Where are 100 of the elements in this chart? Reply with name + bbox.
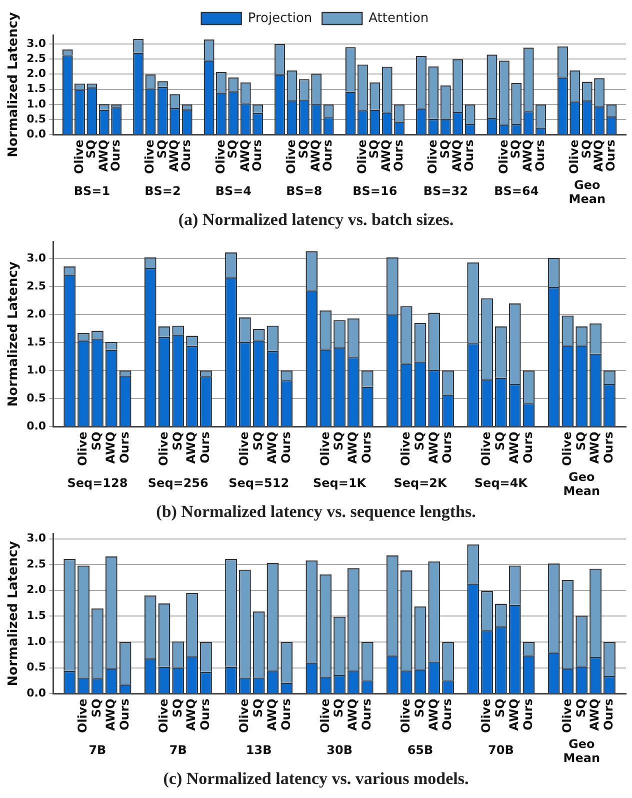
x-tick-label: AWQ — [520, 140, 535, 172]
x-tick-label: Ours — [602, 698, 616, 730]
y-tick-label: 2.5 — [26, 279, 46, 292]
x-tick-label: SQ — [579, 140, 594, 158]
x-tick-label: SQ — [296, 140, 310, 158]
text: Seq=128 — [67, 476, 128, 490]
x-tick-label: Olive — [560, 432, 574, 466]
text: Seq=2K — [394, 476, 448, 490]
legend-label: Attention — [368, 10, 429, 26]
y-tick-label: 1.5 — [26, 335, 46, 348]
text: 65B — [407, 743, 434, 758]
x-tick-label: AWQ — [96, 140, 110, 172]
x-tick-label: Olive — [496, 140, 510, 174]
text: (b) Normalized latency vs. sequence lengths. — [155, 502, 477, 523]
text: Geo Mean — [563, 470, 600, 498]
text: (c) Normalized latency vs. various models. — [162, 769, 470, 790]
x-tick-label: Ours — [198, 698, 212, 730]
x-tick-label: Olive — [479, 698, 494, 733]
text: BS=4 — [215, 184, 252, 198]
y-tick-label: 0.5 — [26, 112, 46, 126]
x-tick-label: SQ — [90, 432, 104, 450]
x-tick-label: Ours — [359, 698, 374, 730]
x-tick-label: SQ — [226, 140, 240, 158]
x-tick-label: Olive — [213, 140, 228, 174]
text: Seq=1K — [313, 476, 367, 490]
legend-label: Projection — [248, 10, 312, 26]
x-tick-label: Ours — [604, 140, 618, 172]
x-tick-label: Ours — [108, 140, 122, 172]
x-tick-label: SQ — [84, 140, 98, 158]
y-tick-label: 2.0 — [26, 583, 46, 596]
x-tick-label: Olive — [398, 432, 412, 466]
x-tick-label: AWQ — [426, 432, 440, 464]
y-tick-label: 1.0 — [26, 97, 46, 110]
x-tick-label: AWQ — [591, 140, 606, 172]
x-tick-label: SQ — [508, 140, 523, 158]
x-tick-label: AWQ — [184, 432, 198, 464]
text: 30B — [326, 743, 352, 758]
y-tick-label: 2.5 — [26, 557, 46, 570]
x-tick-label: Olive — [567, 140, 582, 174]
y-tick-label: 2.0 — [26, 307, 46, 320]
y-tick-label: 2.0 — [26, 67, 46, 80]
x-tick-label: Olive — [76, 432, 90, 466]
y-tick-label: 0.5 — [26, 391, 46, 404]
x-tick-label: SQ — [438, 140, 452, 158]
x-tick-label: AWQ — [184, 698, 198, 731]
x-tick-label: SQ — [250, 698, 265, 718]
y-tick-label: 3.0 — [26, 251, 46, 264]
text: 7B — [169, 743, 187, 758]
x-tick-label: Ours — [250, 140, 264, 172]
x-tick-label: Ours — [532, 140, 547, 172]
text: BS=64 — [494, 184, 539, 198]
y-tick-label: 3.0 — [26, 532, 46, 545]
text: Seq=4K — [474, 476, 528, 490]
x-tick-label: Ours — [320, 140, 335, 172]
text: Seq=512 — [228, 476, 290, 490]
x-tick-label: AWQ — [264, 698, 279, 731]
text: Geo Mean — [568, 178, 606, 206]
x-tick-label: AWQ — [346, 698, 360, 731]
x-tick-label: SQ — [332, 432, 346, 450]
y-axis-title: Normalized Latency — [6, 260, 22, 407]
x-tick-label: Olive — [142, 140, 157, 174]
y-tick-label: 1.0 — [26, 363, 46, 376]
x-tick-label: AWQ — [588, 432, 602, 464]
x-tick-label: SQ — [170, 698, 184, 718]
text: 70B — [488, 743, 514, 758]
y-tick-label: 0.5 — [26, 660, 46, 674]
x-tick-label: SQ — [170, 432, 184, 450]
x-tick-label: AWQ — [103, 432, 118, 464]
text: BS=1 — [74, 184, 110, 198]
x-tick-label: Olive — [237, 698, 252, 733]
x-tick-label: Ours — [117, 698, 132, 730]
x-tick-label: Olive — [318, 698, 332, 733]
x-tick-label: Ours — [462, 140, 476, 172]
x-tick-label: Olive — [156, 698, 170, 733]
x-tick-label: Olive — [76, 698, 90, 733]
x-tick-label: Olive — [237, 432, 252, 466]
y-tick-label: 0.0 — [26, 419, 46, 432]
y-tick-label: 0.0 — [26, 686, 46, 700]
x-tick-label: SQ — [493, 698, 508, 718]
text: 7B — [88, 743, 106, 758]
y-tick-label: 0.0 — [26, 127, 46, 140]
text: Seq=256 — [148, 476, 208, 490]
x-tick-label: AWQ — [506, 432, 521, 464]
x-tick-label: SQ — [493, 432, 508, 450]
x-tick-label: AWQ — [167, 140, 182, 172]
text: BS=8 — [286, 184, 322, 198]
x-tick-label: Ours — [278, 698, 293, 730]
x-tick-label: AWQ — [264, 432, 279, 464]
x-tick-label: SQ — [332, 698, 346, 718]
x-tick-label: Olive — [426, 140, 440, 174]
y-tick-label: 1.5 — [26, 82, 46, 96]
x-tick-label: Olive — [318, 432, 332, 466]
x-tick-label: SQ — [90, 698, 104, 718]
x-tick-label: Ours — [391, 140, 406, 172]
x-tick-label: Olive — [398, 698, 412, 733]
x-tick-label: Olive — [72, 140, 86, 174]
x-tick-label: AWQ — [450, 140, 464, 172]
text: BS=2 — [144, 184, 181, 198]
x-tick-label: Ours — [520, 698, 535, 730]
text: BS=16 — [352, 184, 398, 198]
